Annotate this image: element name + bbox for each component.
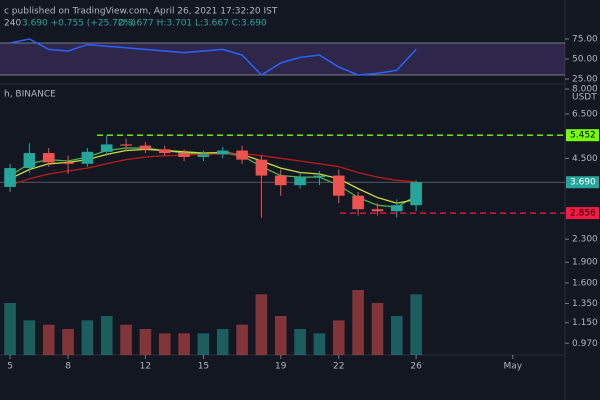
y-tick-label: 0.970 (572, 339, 598, 349)
x-tick-label: 15 (198, 362, 209, 372)
rsi-band (0, 43, 565, 75)
y-tick-label: 1.150 (572, 318, 598, 328)
level-label: 2.856 (570, 209, 596, 219)
volume-bar (81, 320, 94, 355)
symbol: h, BINANCE (4, 90, 56, 100)
candle-body (274, 175, 287, 186)
x-tick-label: 22 (333, 362, 344, 372)
candle-body (81, 151, 94, 164)
volume-bar (255, 294, 268, 355)
candle-body (139, 145, 152, 150)
x-tick-label: May (503, 362, 522, 372)
level-tag (566, 129, 599, 142)
y-tick-label: 1.350 (572, 299, 598, 309)
volume-bar (332, 320, 345, 355)
candle-body (62, 162, 74, 164)
volume-bar (216, 329, 229, 355)
interval: 240 (4, 19, 21, 29)
volume-bar (197, 333, 210, 355)
volume-bar (4, 303, 16, 355)
level-label: 5.452 (570, 131, 596, 141)
volume-bar (178, 333, 190, 355)
x-tick-label: 8 (65, 362, 71, 372)
volume-bar (313, 333, 326, 355)
candle-body (42, 153, 55, 163)
volume-bar (371, 303, 384, 355)
candle-body (100, 144, 113, 152)
moving-average (9, 152, 417, 186)
volume-bar (390, 316, 403, 355)
volume-bar (294, 329, 306, 355)
candle-body (120, 144, 132, 146)
candle-body (216, 150, 229, 155)
volume-bar (42, 324, 55, 355)
last-price-label: 3.690 (570, 178, 596, 188)
header: c published on TradingView.com, April 26… (4, 7, 278, 17)
y-tick-label: 1.600 (572, 278, 598, 288)
rsi-line (9, 38, 417, 76)
x-tick-label: 12 (140, 362, 151, 372)
volume-bar (100, 316, 113, 355)
rsi-tick-label: 50.00 (572, 55, 598, 65)
volume-bar (62, 329, 74, 355)
y-tick-label: 1.900 (572, 258, 598, 268)
candle-body (4, 168, 16, 187)
y-tick-label: 4.500 (572, 154, 598, 164)
ohlc: O:3.677 H:3.701 L:3.667 C:3.690 (118, 19, 267, 29)
y-tick-label: 8.000 (572, 84, 598, 94)
candle-body (236, 150, 248, 160)
rsi-tick-label: 25.00 (572, 75, 598, 85)
y-tick-label: 6.500 (572, 110, 598, 120)
candle-body (255, 159, 268, 176)
candle-body (197, 154, 210, 157)
candle-body (294, 177, 306, 186)
volume-bar (410, 294, 422, 355)
candle-body (332, 175, 345, 196)
volume-bar (23, 320, 36, 355)
candle-body (313, 175, 326, 178)
moving-average (9, 148, 417, 204)
volume-bar (352, 290, 364, 355)
x-tick-label: 19 (275, 362, 287, 372)
volume-bar (139, 329, 152, 355)
last-price-tag (566, 176, 599, 189)
candle-body (371, 209, 384, 212)
x-tick-label: 5 (7, 362, 13, 372)
candle-body (390, 205, 403, 212)
x-tick-label: 26 (410, 362, 422, 372)
volume-bar (274, 316, 287, 355)
volume-bar (120, 324, 132, 355)
candle-body (410, 182, 422, 206)
unit: USDT (572, 93, 597, 103)
rsi-tick-label: 75.00 (572, 35, 598, 45)
candle-body (352, 195, 364, 210)
volume-bar (158, 333, 171, 355)
candle-body (158, 149, 171, 154)
y-tick-label: 2.300 (572, 235, 598, 245)
volume-bar (236, 324, 248, 355)
level-tag (566, 207, 599, 220)
candle-body (178, 153, 190, 157)
candle-body (23, 153, 36, 169)
change: 3.690 +0.755 (+25.72%) (22, 19, 136, 29)
